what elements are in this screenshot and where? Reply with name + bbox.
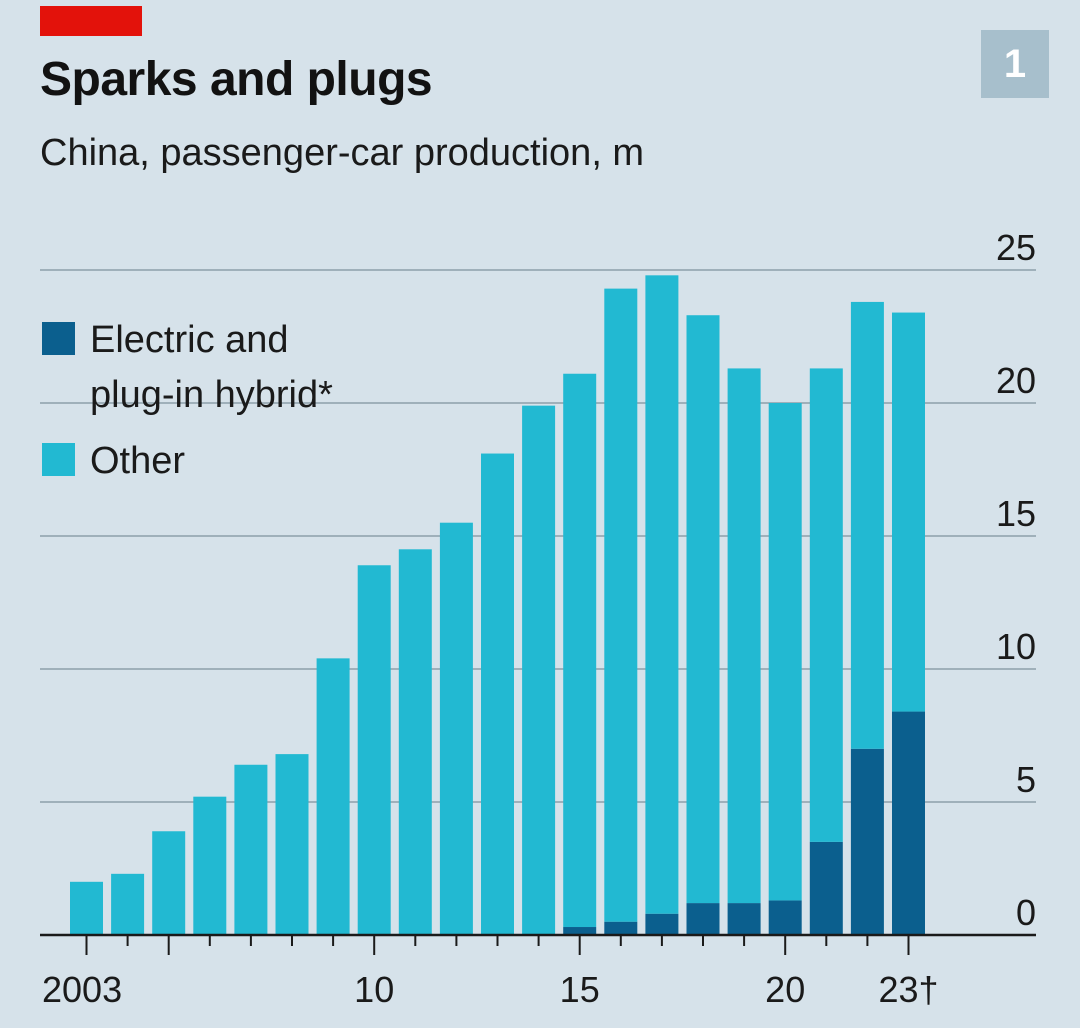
chart-number-badge: 1: [981, 30, 1049, 98]
x-tick-label-2020: 20: [765, 969, 805, 1010]
bar-electric-2015: [563, 927, 597, 935]
bar-other-2022: [850, 301, 884, 749]
bar-other-2018: [686, 315, 720, 904]
bar-other-2005: [152, 831, 186, 935]
bar-electric-2022: [850, 748, 884, 935]
bar-other-2006: [193, 796, 227, 935]
bar-other-2021: [809, 368, 843, 842]
bar-other-2008: [275, 754, 309, 935]
bar-electric-2017: [645, 913, 679, 935]
bar-other-2003: [70, 881, 103, 935]
y-tick-label-20: 20: [996, 360, 1036, 401]
bar-electric-2021: [809, 841, 843, 935]
legend-label-electric-line-1: Electric and: [90, 319, 289, 361]
bar-other-2010: [357, 565, 391, 935]
bar-other-2023: [892, 312, 925, 712]
x-tick-label-2015: 15: [560, 969, 600, 1010]
brand-red-tag: [40, 6, 142, 36]
bar-other-2011: [398, 549, 432, 935]
chart-title: Sparks and plugs: [40, 53, 433, 106]
x-tick-label-2003: 2003: [42, 969, 122, 1010]
chart-subtitle: China, passenger-car production, m: [40, 132, 645, 174]
legend-swatch-other: [42, 443, 75, 476]
y-tick-label-25: 25: [996, 227, 1036, 268]
bar-other-2015: [563, 373, 597, 928]
bar-other-2014: [522, 405, 556, 935]
legend-label-electric-line-2: plug-in hybrid*: [90, 374, 333, 416]
x-tick-label-2023: 23†: [878, 969, 938, 1010]
bar-other-2009: [316, 658, 350, 935]
bar-other-2017: [645, 275, 679, 914]
bar-electric-2016: [604, 921, 638, 935]
legend-label-other-line-1: Other: [90, 440, 185, 482]
bar-electric-2020: [768, 900, 802, 935]
bar-other-2013: [481, 453, 514, 935]
y-tick-label-15: 15: [996, 493, 1036, 534]
bar-other-2007: [234, 764, 268, 935]
bar-electric-2018: [686, 903, 720, 935]
bar-electric-2019: [727, 903, 761, 935]
x-tick-label-2010: 10: [354, 969, 394, 1010]
bar-other-2016: [604, 288, 638, 922]
bar-other-2004: [111, 873, 145, 935]
bar-other-2020: [768, 403, 802, 901]
y-tick-label-10: 10: [996, 626, 1036, 667]
y-tick-label-0: 0: [1016, 892, 1036, 933]
y-tick-label-5: 5: [1016, 759, 1036, 800]
legend-swatch-electric: [42, 322, 75, 355]
bar-other-2019: [727, 368, 761, 904]
bar-other-2012: [439, 522, 473, 935]
bar-electric-2023: [892, 711, 925, 935]
